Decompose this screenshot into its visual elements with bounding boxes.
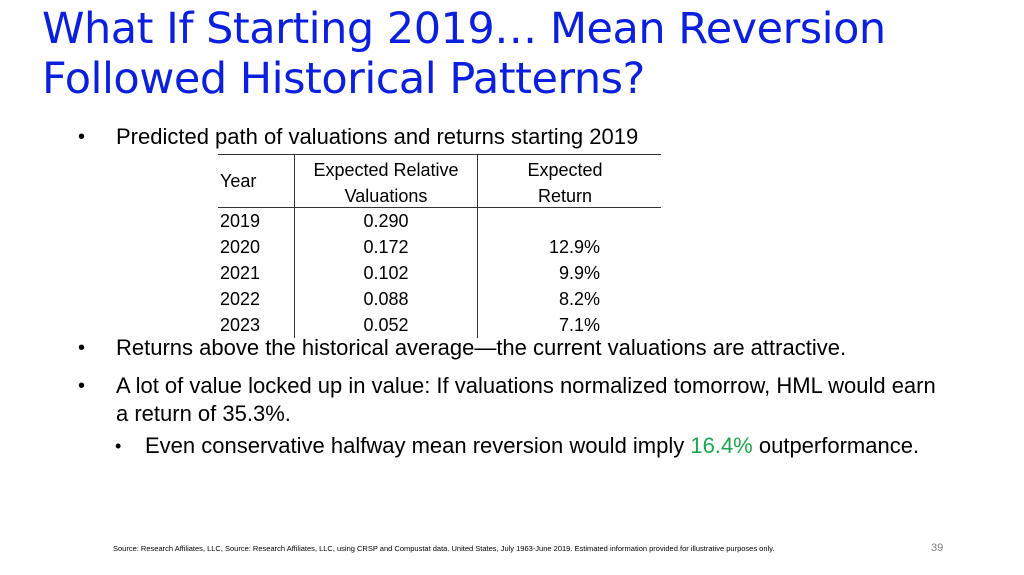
header-valuations-line2: Valuations [344,186,428,206]
header-return-line1: Expected [527,160,603,180]
cell-valuation: 0.102 [363,263,409,283]
bullet-text-line1: A lot of value locked up in value: If va… [116,373,936,398]
bullet-dot-icon: • [78,375,86,397]
bullet-text: Returns above the historical average—the… [116,335,847,360]
table-row: 2020 0.172 12.9% [218,234,661,260]
title-line-1: What If Starting 2019… Mean Reversion [42,4,886,54]
bullet-value-locked-up: • A lot of value locked up in value: If … [78,372,1016,428]
sub-bullet-text-pre: Even conservative halfway mean reversion… [145,433,691,458]
cell-return: 12.9% [548,237,600,257]
valuation-table: Year Expected Relative Valuations Expect… [218,154,661,338]
bullet-predicted-path: • Predicted path of valuations and retur… [78,123,996,151]
cell-year: 2019 [220,211,261,231]
cell-return: 8.2% [558,289,600,309]
sub-bullet-highlight: 16.4% [690,433,753,458]
slide-title: What If Starting 2019… Mean Reversion Fo… [42,4,1002,104]
cell-valuation: 0.290 [363,211,409,231]
sub-bullet-text-post: outperformance. [752,433,920,458]
bullet-text-line2: a return of 35.3%. [116,401,291,426]
cell-year: 2020 [220,237,261,257]
bullet-dot-icon: • [115,436,122,456]
source-footnote: Source: Research Affiliates, LLC, Source… [113,544,775,553]
cell-year: 2022 [220,289,261,309]
cell-year: 2021 [220,263,261,283]
bullet-dot-icon: • [78,337,86,359]
bullet-dot-icon: • [78,126,86,148]
cell-valuation: 0.172 [363,237,409,257]
cell-valuation: 0.088 [363,289,409,309]
title-line-2: Followed Historical Patterns? [42,54,645,104]
sub-bullet-halfway-reversion: • Even conservative halfway mean reversi… [115,432,1005,460]
cell-return: 7.1% [558,315,600,335]
table-row: 2021 0.102 9.9% [218,260,661,286]
table-header: Year Expected Relative Valuations Expect… [218,154,661,208]
bullet-returns-above-average: • Returns above the historical average—t… [78,334,996,362]
page-number: 39 [931,542,944,554]
table-row: 2022 0.088 8.2% [218,286,661,312]
header-return: Expected Return [490,157,640,209]
cell-valuation: 0.052 [363,315,409,335]
cell-return: 9.9% [558,263,600,283]
header-valuations-line1: Expected Relative [313,160,459,180]
table-row: 2019 0.290 [218,208,661,234]
bullet-text: Predicted path of valuations and returns… [116,124,639,149]
header-valuations: Expected Relative Valuations [296,157,476,209]
table-divider [294,154,295,338]
header-year: Year [220,171,257,191]
table-row: 2023 0.052 7.1% [218,312,661,338]
header-return-line2: Return [537,186,593,206]
table-divider [477,154,478,338]
cell-year: 2023 [220,315,261,335]
